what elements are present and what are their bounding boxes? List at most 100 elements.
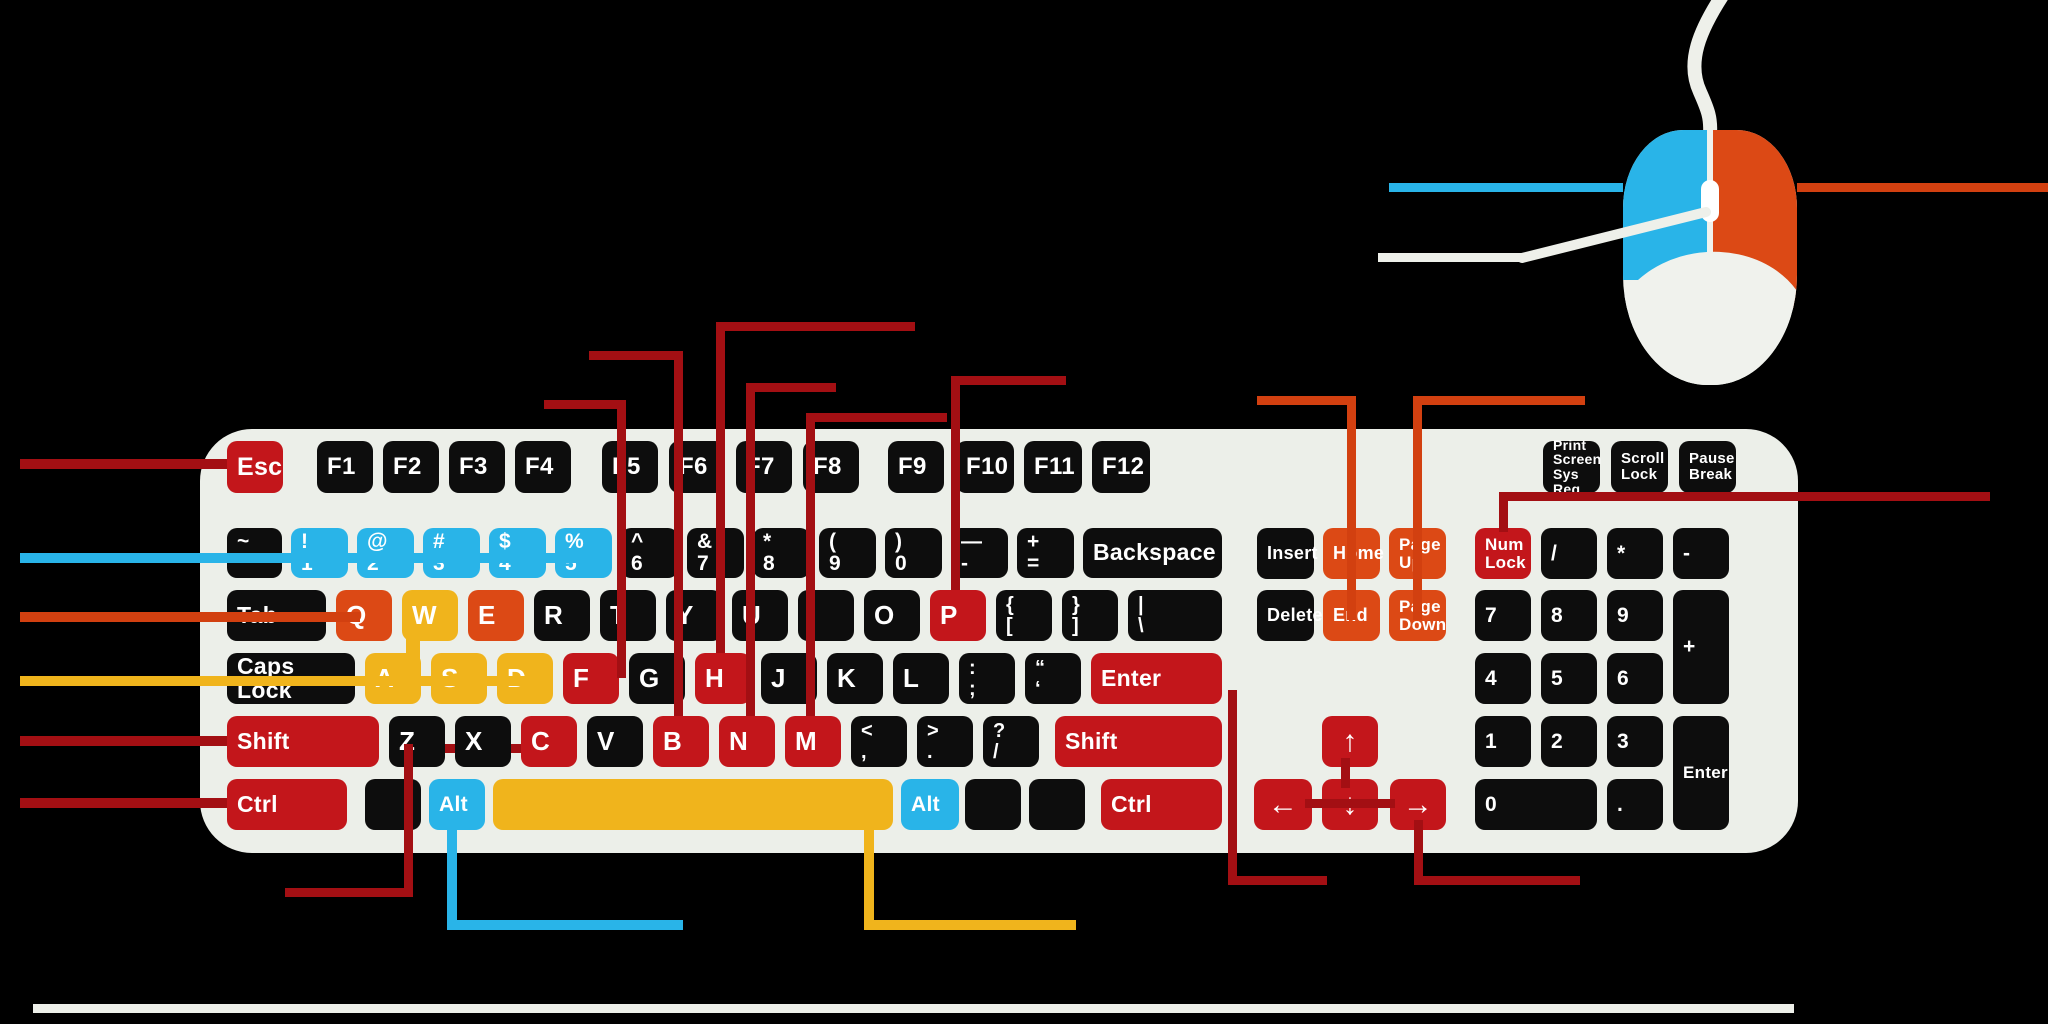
key-rbracket: }] xyxy=(1062,590,1118,641)
key-z: Z xyxy=(389,716,445,767)
key-backslash: | \ xyxy=(1128,590,1222,641)
key-v: V xyxy=(587,716,643,767)
arrow-connector-callout-line xyxy=(1341,758,1350,788)
mouse-left-button-callout-line xyxy=(1389,183,1623,192)
key-num-lock: Num Lock xyxy=(1475,528,1531,579)
key-h: H xyxy=(695,653,751,704)
key-enter: Enter xyxy=(1091,653,1222,704)
home-end-callout-line xyxy=(1257,396,1356,405)
mouse-body xyxy=(1623,130,1797,385)
key-x: X xyxy=(455,716,511,767)
key-f4: F4 xyxy=(515,441,571,493)
key-7: & 7 xyxy=(687,528,744,578)
left-alt-callout-line xyxy=(447,920,683,930)
key-f2: F2 xyxy=(383,441,439,493)
key-np-9: 9 xyxy=(1607,590,1663,641)
key-np-plus: + xyxy=(1673,590,1729,704)
key-0: ) 0 xyxy=(885,528,942,578)
key-o: O xyxy=(864,590,920,641)
key-arrow-up: ↑ xyxy=(1322,716,1378,767)
key-left-alt: Alt xyxy=(429,779,485,830)
key-f: F xyxy=(563,653,619,704)
key-n: N xyxy=(719,716,775,767)
key-f3: F3 xyxy=(449,441,505,493)
bottom-bar-callout-line xyxy=(33,1004,1794,1013)
key-np-multiply: * xyxy=(1607,528,1663,579)
key-f12: F12 xyxy=(1092,441,1150,493)
key-right-shift: Shift xyxy=(1055,716,1222,767)
arrow-keys-callout-line xyxy=(1414,820,1423,885)
arrow-keys-callout-line xyxy=(1414,876,1580,885)
key-np-enter: Enter xyxy=(1673,716,1729,830)
key-f11: F11 xyxy=(1024,441,1082,493)
key-e: E xyxy=(468,590,524,641)
key-l: L xyxy=(893,653,949,704)
key-comma: <, xyxy=(851,716,907,767)
key-f9: F9 xyxy=(888,441,944,493)
key-np-3: 3 xyxy=(1607,716,1663,767)
key-r: R xyxy=(534,590,590,641)
n-key-callout-line xyxy=(746,383,755,716)
m-key-callout-line xyxy=(806,413,815,716)
tab-q-callout-line xyxy=(20,612,360,622)
key-equals: + = xyxy=(1017,528,1074,578)
key-np-2: 2 xyxy=(1541,716,1597,767)
space-callout-line xyxy=(864,820,874,930)
pageup-pagedown-callout-line xyxy=(1413,396,1422,620)
key-esc: Esc xyxy=(227,441,283,493)
pageup-pagedown-callout-line xyxy=(1413,396,1585,405)
arrow-connector-callout-line xyxy=(1305,799,1395,808)
key-np-6: 6 xyxy=(1607,653,1663,704)
key-print-screen: Print Screen Sys Req xyxy=(1543,438,1601,496)
b-key-callout-line xyxy=(674,351,683,716)
key-backspace: Backspace xyxy=(1083,528,1222,578)
key-minus: — - xyxy=(951,528,1008,578)
key-6: ^ 6 xyxy=(621,528,678,578)
key-right-alt: Alt xyxy=(901,779,959,830)
key-np-dot: . xyxy=(1607,779,1663,830)
left-alt-callout-line xyxy=(447,820,457,930)
n-key-callout-line xyxy=(746,383,836,392)
key-left-shift: Shift xyxy=(227,716,379,767)
c-key-callout-line xyxy=(285,888,413,897)
key-np-divide: / xyxy=(1541,528,1597,579)
key-quote: “‘ xyxy=(1025,653,1081,704)
key-lbracket: {[ xyxy=(996,590,1052,641)
num-lock-callout-line xyxy=(1499,492,1508,532)
p-key-callout-line xyxy=(951,376,960,590)
key-np-7: 7 xyxy=(1475,590,1531,641)
key-right-win xyxy=(965,779,1021,830)
key-p: P xyxy=(930,590,986,641)
f-key-callout-line xyxy=(544,400,626,409)
home-end-callout-line xyxy=(1347,396,1356,620)
f-key-callout-line xyxy=(617,400,626,678)
key-np-5: 5 xyxy=(1541,653,1597,704)
key-insert: Insert xyxy=(1257,528,1318,579)
key-f1: F1 xyxy=(317,441,373,493)
key-right-ctrl: Ctrl xyxy=(1101,779,1222,830)
key-np-minus: - xyxy=(1673,528,1729,579)
c-key-callout-line xyxy=(404,744,413,897)
key-arrow-left: ← xyxy=(1254,779,1312,830)
key-c: C xyxy=(521,716,577,767)
key-b: B xyxy=(653,716,709,767)
number-keys-callout-line xyxy=(20,553,585,563)
m-key-callout-line xyxy=(806,413,947,422)
num-lock-callout-line xyxy=(1499,492,1990,501)
left-shift-callout-line xyxy=(20,736,227,746)
enter-callout-line xyxy=(1228,876,1327,885)
key-scroll-lock: Scroll Lock xyxy=(1611,441,1668,493)
key-w: W xyxy=(402,590,458,641)
mouse-wheel-callout-line xyxy=(1378,253,1526,262)
key-np-8: 8 xyxy=(1541,590,1597,641)
key-8: * 8 xyxy=(753,528,810,578)
left-ctrl-callout-line xyxy=(20,798,227,808)
esc-callout-line xyxy=(20,459,227,469)
key-menu xyxy=(1029,779,1085,830)
key-period: >. xyxy=(917,716,973,767)
key-np-1: 1 xyxy=(1475,716,1531,767)
key-slash: ? / xyxy=(983,716,1039,767)
